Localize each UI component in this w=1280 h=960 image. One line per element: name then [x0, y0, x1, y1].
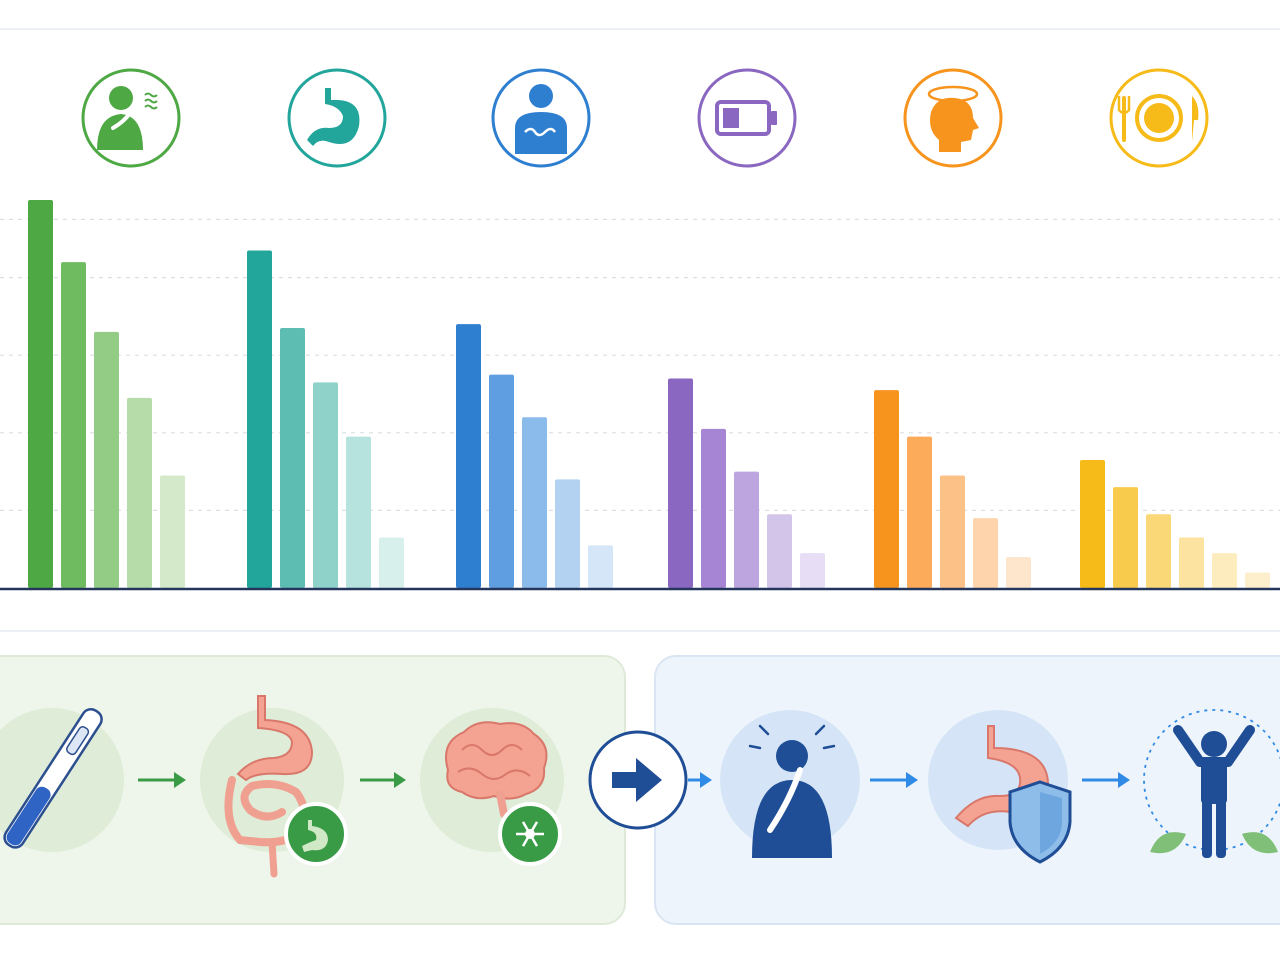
symptom-bar-chart	[0, 68, 1280, 591]
bar-appetite-2	[1113, 487, 1138, 588]
arrow-green-2	[360, 772, 406, 788]
bar-stomach-1	[247, 250, 272, 588]
arrow-blue-1	[870, 772, 918, 788]
bar-dizziness-1	[874, 390, 899, 588]
digestive-tract-icon	[224, 695, 348, 878]
bar-dizziness-3	[940, 475, 965, 588]
bar-stomach-5	[379, 537, 404, 588]
bar-nausea-2	[61, 262, 86, 588]
bar-dizziness-4	[973, 518, 998, 588]
nausea-icon	[81, 68, 181, 168]
arrow-blue-0	[688, 772, 712, 788]
bar-dizziness-2	[907, 436, 932, 588]
bar-abdominal-pain-5	[588, 545, 613, 588]
bar-appetite-6	[1245, 572, 1270, 588]
bar-abdominal-pain-4	[555, 479, 580, 588]
appetite-plate-icon	[1109, 68, 1209, 168]
arrow-blue-2	[1082, 772, 1130, 788]
bar-stomach-4	[346, 436, 371, 588]
middle-divider	[0, 630, 1280, 632]
bar-dizziness-5	[1006, 556, 1031, 588]
stomach-icon	[287, 68, 387, 168]
bar-nausea-3	[94, 331, 119, 588]
injection-pen-icon	[3, 707, 103, 849]
bar-fatigue-3	[734, 471, 759, 588]
nausea-person-icon	[748, 724, 836, 858]
fatigue-battery-icon	[697, 68, 797, 168]
arrow-right-icon	[588, 730, 688, 830]
bar-fatigue-2	[701, 428, 726, 588]
bar-nausea-4	[127, 397, 152, 588]
bar-fatigue-1	[668, 378, 693, 588]
bar-fatigue-5	[800, 553, 825, 588]
healthy-person-icon	[1143, 709, 1280, 858]
bar-appetite-3	[1146, 514, 1171, 588]
bar-abdominal-pain-3	[522, 417, 547, 588]
bar-appetite-5	[1212, 553, 1237, 588]
mechanism-flow	[0, 695, 1280, 878]
top-divider	[0, 28, 1280, 30]
bar-stomach-2	[280, 328, 305, 588]
bar-nausea-5	[160, 475, 185, 588]
abdominal-pain-icon	[491, 68, 591, 168]
bar-fatigue-4	[767, 514, 792, 588]
protected-stomach-icon	[954, 725, 1072, 864]
arrow-green-1	[138, 772, 186, 788]
bar-abdominal-pain-2	[489, 374, 514, 588]
bar-abdominal-pain-1	[456, 324, 481, 588]
bar-nausea-1	[28, 200, 53, 588]
bar-stomach-3	[313, 382, 338, 588]
brain-receptor-icon	[445, 721, 562, 866]
bar-appetite-1	[1080, 459, 1105, 588]
dizziness-icon	[903, 68, 1003, 168]
bar-appetite-4	[1179, 537, 1204, 588]
